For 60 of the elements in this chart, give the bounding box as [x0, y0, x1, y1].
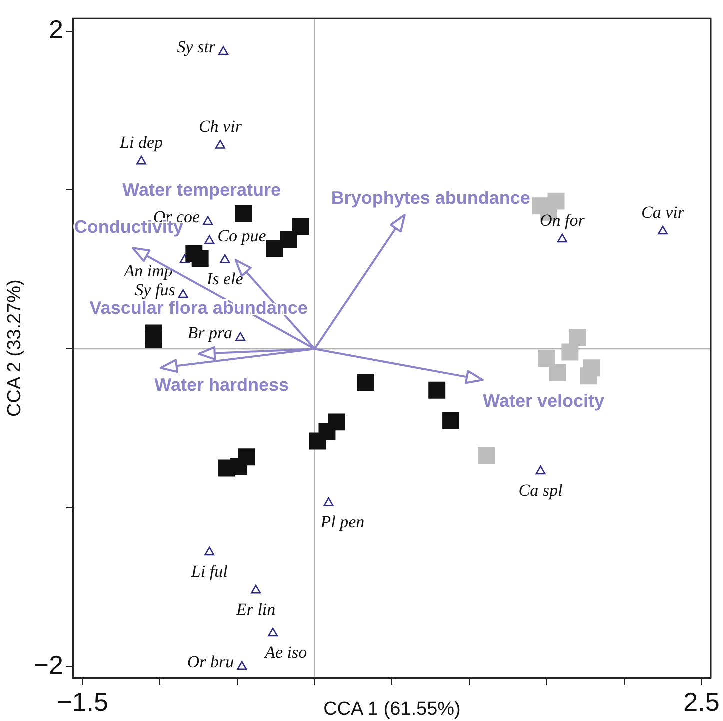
point — [235, 206, 252, 223]
point — [280, 230, 298, 248]
point — [204, 546, 215, 556]
series-label: Pl pen — [320, 512, 365, 532]
series-label: On for — [540, 210, 586, 230]
series-label: Li ful — [190, 562, 228, 581]
point — [292, 218, 310, 236]
point — [536, 466, 546, 475]
point — [549, 364, 566, 382]
y-tick-label: 2 — [48, 14, 64, 44]
point — [178, 289, 188, 298]
series-label: Ch vir — [198, 117, 242, 136]
point — [204, 235, 215, 244]
x-tick-label: 2.5 — [684, 686, 720, 717]
point — [218, 46, 229, 56]
point — [215, 140, 226, 149]
point — [136, 156, 147, 165]
point — [192, 250, 209, 268]
x-tick-label: −1.5 — [57, 686, 108, 717]
y-tick-label: −2 — [34, 650, 64, 680]
annotation: Water velocity — [483, 391, 605, 412]
series-label: Is ele — [206, 270, 244, 289]
annotation: Water hardness — [154, 375, 290, 396]
point — [237, 661, 248, 670]
x-axis-title: CCA 1 (61.55%) — [324, 698, 461, 720]
point — [203, 216, 214, 226]
point — [236, 332, 246, 342]
point — [266, 240, 284, 258]
series-label: Co pue — [218, 226, 267, 246]
point — [562, 344, 579, 361]
point — [569, 329, 586, 346]
series-label: An imp — [123, 262, 173, 281]
series-label: Br pra — [188, 323, 233, 342]
series-label: Ae iso — [264, 642, 308, 662]
point — [580, 368, 598, 385]
point — [180, 254, 190, 264]
point — [251, 584, 262, 594]
point — [428, 382, 446, 399]
point — [220, 254, 230, 264]
series-label: Sy str — [177, 37, 216, 56]
point — [309, 432, 326, 450]
point — [218, 460, 236, 477]
annotation: Bryophytes abundance — [331, 188, 530, 208]
series-label: Sy fus — [135, 280, 176, 300]
y-axis-title: CCA 2 (33.27%) — [4, 280, 26, 417]
point — [557, 234, 568, 243]
point — [324, 498, 334, 506]
point — [442, 412, 460, 430]
series-label: Ca vir — [642, 202, 685, 222]
point — [145, 331, 162, 348]
point — [538, 350, 556, 368]
point — [658, 226, 668, 235]
series-label: Li dep — [119, 133, 164, 152]
series-label: Er lin — [235, 600, 276, 620]
point — [357, 374, 374, 391]
series-label: Or bru — [187, 652, 234, 672]
point — [268, 628, 278, 637]
annotation: Water temperature — [122, 180, 282, 200]
point — [478, 447, 496, 464]
series-label: Ca spl — [518, 480, 564, 500]
